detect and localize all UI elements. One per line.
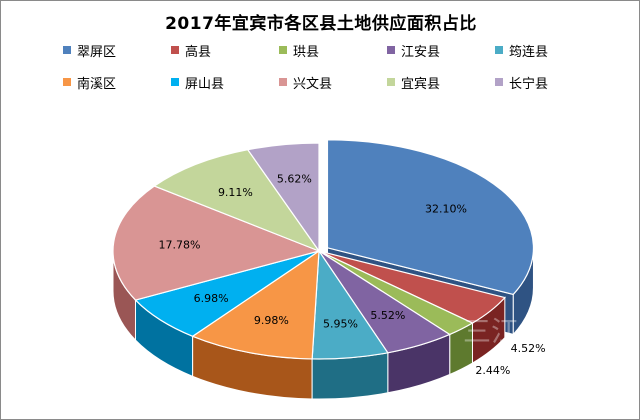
legend-label: 宜宾县 (401, 76, 441, 92)
legend-swatch (171, 78, 179, 86)
legend-item: 江安县 (387, 41, 495, 60)
legend-item: 筠连县 (495, 41, 603, 60)
pie-labels: 32.10% 4.52%2.44% 5.52% 5.95% 9.98% 6.98% 17.7… (158, 173, 545, 377)
legend-item: 高县 (171, 41, 279, 60)
slice-data-label: 6.98% (194, 292, 229, 305)
chart-legend: 翠屏区 高县 珙县 江安县 筠连县南溪区 屏山县 兴文县 宜宾县 长宁县 (63, 41, 603, 92)
pie-tops (112, 139, 535, 360)
slice-data-label: 5.62% (277, 173, 312, 186)
legend-item: 兴文县 (279, 73, 387, 92)
legend-label: 南溪区 (77, 76, 117, 92)
legend-swatch (279, 78, 287, 86)
legend-item: 翠屏区 (63, 41, 171, 60)
slice-data-label: 5.95% (323, 318, 358, 331)
pie-slice (326, 139, 535, 296)
legend-swatch (63, 78, 71, 86)
pie-slice-side (311, 352, 389, 400)
legend-label: 翠屏区 (77, 44, 117, 60)
legend-swatch (495, 78, 503, 86)
legend-item: 珙县 (279, 41, 387, 60)
legend-label: 兴文县 (293, 76, 333, 92)
slice-data-label: 9.11% (218, 186, 253, 199)
legend-item: 长宁县 (495, 73, 603, 92)
slice-data-label: 5.52% (370, 309, 405, 322)
slice-data-label: 17.78% (158, 239, 200, 252)
pie-slice (246, 142, 320, 253)
chart-title: 2017年宜宾市各区县土地供应面积占比 (165, 14, 477, 34)
legend-item: 宜宾县 (387, 73, 495, 92)
legend-swatch (387, 46, 395, 54)
legend-label: 长宁县 (509, 76, 549, 92)
legend-swatch (495, 46, 503, 54)
slice-data-label: 4.52% (511, 342, 546, 355)
legend-swatch (279, 46, 287, 54)
pie-slice (112, 185, 321, 301)
slice-data-label: 2.44% (475, 364, 510, 377)
pie-slice (153, 149, 321, 253)
legend-swatch (171, 46, 179, 54)
legend-label: 屏山县 (185, 76, 225, 92)
legend-label: 高县 (185, 44, 212, 60)
legend-label: 珙县 (293, 44, 320, 60)
legend-label: 江安县 (401, 44, 441, 60)
legend-swatch (387, 78, 395, 86)
legend-item: 屏山县 (171, 73, 279, 92)
slice-data-label: 9.98% (254, 314, 289, 327)
slice-data-label: 32.10% (425, 203, 467, 216)
watermark-text: 三江 (463, 315, 519, 348)
legend-item: 南溪区 (63, 73, 171, 92)
legend-label: 筠连县 (509, 44, 549, 60)
pie-slice (191, 249, 320, 360)
legend-swatch (63, 46, 71, 54)
